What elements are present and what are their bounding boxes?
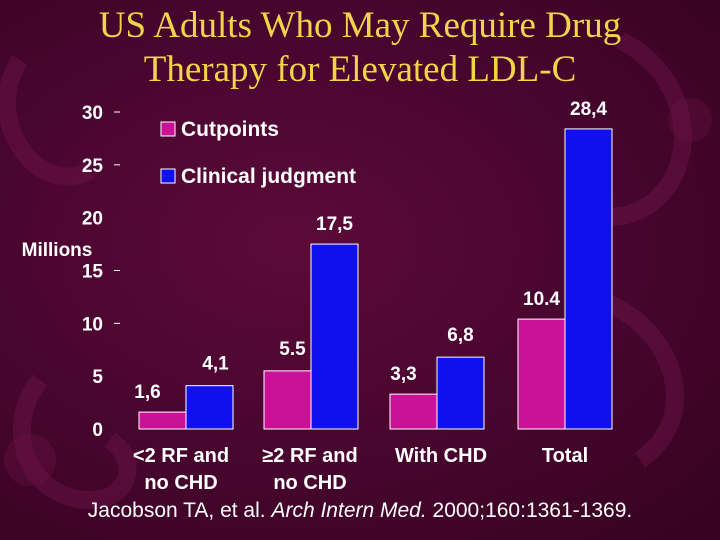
data-label: 5.5 (279, 339, 306, 360)
y-tick-label: 30 (82, 103, 103, 124)
title-line-2: Therapy for Elevated LDL-C (143, 49, 577, 90)
category-label: <2 RF and (133, 445, 229, 467)
category-label: no CHD (273, 472, 346, 494)
category-label: ≥2 RF and (262, 445, 357, 467)
data-label: 10.4 (523, 289, 560, 310)
y-tick-label: 20 (82, 209, 103, 230)
bar-cutpoints-0 (138, 411, 187, 430)
bar-clinical-2 (436, 356, 485, 430)
category-label: no CHD (144, 472, 217, 494)
data-label: 1,6 (134, 382, 160, 403)
y-tick-label: 5 (92, 367, 103, 388)
bar-cutpoints-2 (389, 393, 438, 430)
y-tick-label: 15 (82, 262, 104, 283)
y-tick-label: 25 (82, 156, 104, 177)
data-label: 6,8 (447, 325, 473, 346)
legend-swatch-clinical (160, 168, 176, 184)
citation-details: 2000;160:1361-1369. (426, 499, 633, 522)
bar-clinical-1 (310, 243, 359, 430)
data-label: 3,3 (390, 364, 416, 385)
citation: Jacobson TA, et al. Arch Intern Med. 200… (0, 499, 720, 523)
category-label: Total (542, 445, 588, 467)
bar-clinical-0 (185, 385, 234, 430)
data-label: 17,5 (316, 214, 353, 235)
y-tick-label: 0 (92, 420, 103, 441)
slide-title: US Adults Who May Require Drug Therapy f… (0, 4, 720, 92)
y-tick-label: 10 (82, 314, 103, 335)
data-label: 28,4 (570, 99, 607, 120)
legend-label-cutpoints: Cutpoints (181, 118, 279, 141)
legend-swatch-cutpoints (160, 121, 176, 137)
legend-label-clinical: Clinical judgment (181, 165, 356, 188)
bar-cutpoints-3 (517, 318, 566, 430)
data-label: 4,1 (202, 354, 229, 375)
citation-authors: Jacobson TA, et al. (87, 499, 272, 522)
category-label: With CHD (395, 445, 487, 467)
bar-clinical-3 (564, 128, 613, 430)
bar-cutpoints-1 (263, 370, 312, 430)
citation-journal: Arch Intern Med. (271, 499, 427, 522)
title-line-1: US Adults Who May Require Drug (98, 5, 622, 46)
y-axis-label: Millions (22, 240, 93, 261)
